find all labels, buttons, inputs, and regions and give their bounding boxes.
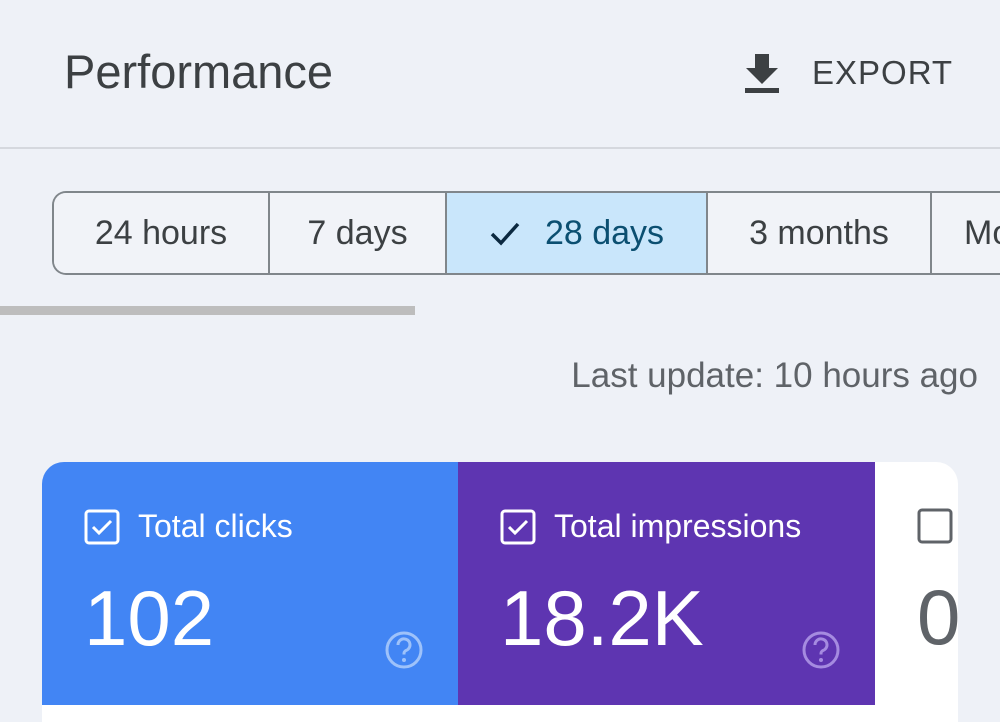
tab[interactable]: Mo [932, 193, 1000, 273]
page-title: Performance [64, 45, 334, 98]
tab-selected[interactable]: 28 days [447, 193, 708, 273]
metric-value: 102 [84, 574, 215, 662]
card-footer [42, 705, 958, 722]
last-update: Last update: 10 hours ago [571, 356, 978, 395]
metric-label: Total clicks [138, 508, 293, 544]
metric-label: Total impressions [554, 508, 802, 544]
tab-label: 24 hours [94, 213, 228, 252]
metric-card[interactable]: Total impressions 18.2K [458, 462, 875, 706]
checkbox [500, 509, 536, 544]
progress-bar [0, 306, 415, 315]
tab[interactable]: 3 months [708, 193, 932, 273]
tab[interactable]: 7 days [270, 193, 447, 273]
checkbox [917, 508, 953, 544]
tab-label: 28 days [544, 213, 665, 252]
metric-value: 18.2K [500, 574, 704, 662]
export-button[interactable]: EXPORT [742, 52, 953, 94]
help-icon[interactable] [801, 630, 841, 670]
export-label: EXPORT [812, 54, 954, 91]
tab-label: 7 days [307, 213, 408, 252]
help-icon[interactable] [384, 630, 424, 670]
date-range-tabs: 24 hours 7 days 28 days 3 months Mo [52, 191, 1000, 275]
metric-card[interactable]: 0 [875, 462, 958, 706]
metric-value: 0 [917, 573, 958, 661]
check-icon [490, 222, 520, 246]
download-icon [745, 54, 779, 93]
tab-label: Mo [964, 213, 1000, 252]
checkbox [84, 509, 120, 544]
metric-card[interactable]: Total clicks 102 [42, 462, 458, 706]
tab[interactable]: 24 hours [54, 193, 270, 273]
tab-label: 3 months [749, 213, 889, 252]
divider [0, 147, 1000, 149]
